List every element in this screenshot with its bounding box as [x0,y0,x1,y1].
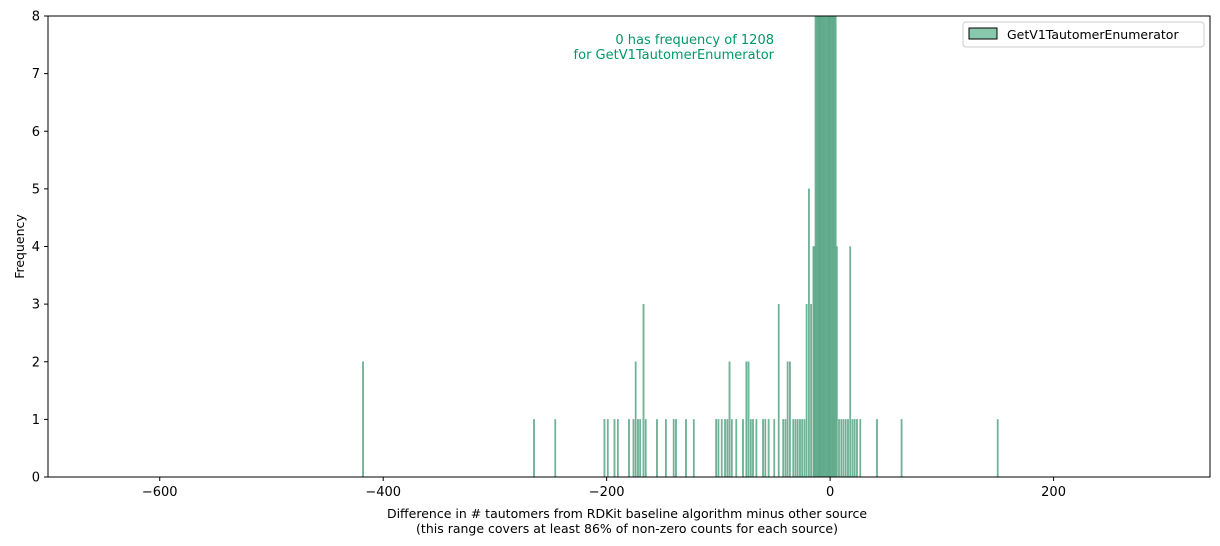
histogram-bar [665,419,667,478]
x-tick-label: 0 [826,485,834,500]
x-tick-label: −200 [589,485,625,500]
histogram-bar [799,419,801,478]
histogram-bar [717,419,720,478]
histogram-bar [752,419,754,478]
histogram-bar [628,419,630,478]
histogram-bar [730,419,733,478]
histogram-bar [847,419,849,478]
histogram-bar [715,419,718,478]
histogram-bar [603,419,606,478]
histogram-bar [675,419,677,478]
y-tick-label: 7 [32,67,40,82]
histogram-bar [726,419,729,478]
y-tick-label: 4 [32,240,40,255]
histogram-bar [856,419,858,478]
histogram-bar [784,419,787,478]
x-tick-label: 200 [1041,485,1066,500]
histogram-bar [838,419,840,478]
histogram-bar [808,188,810,478]
histogram-bar [642,303,645,478]
annotation-line-1: 0 has frequency of 1208 [615,33,774,48]
histogram-bar [859,419,862,478]
histogram-bar [842,419,845,478]
histogram-bar [876,419,878,478]
histogram-bar [745,361,748,478]
x-tick-label: −400 [365,485,401,500]
histogram-bar [749,419,752,478]
histogram-bar [720,419,723,478]
histogram-bar [810,303,812,478]
histogram-bar [639,419,642,478]
histogram-bar [840,419,843,478]
y-tick-label: 8 [32,10,40,25]
x-tick-label: −600 [142,485,178,500]
histogram-bar [773,419,776,478]
y-tick-label: 1 [32,413,40,428]
y-axis-label: Frequency [12,214,27,279]
legend: GetV1TautomerEnumerator [962,21,1205,48]
histogram-bar [792,419,795,478]
histogram-bar [835,246,838,478]
histogram-bar [777,303,780,478]
histogram-bar [632,419,635,478]
histogram-bar [996,419,999,478]
histogram-bar [786,361,789,478]
histogram-bar [616,419,619,478]
histogram-bar [764,419,767,478]
histogram-bar [849,246,852,478]
histogram-bar [644,419,647,478]
x-axis: −600 −400 −200 0 200 [142,477,1066,500]
histogram-bar [796,419,799,478]
histogram-bar [724,419,726,478]
histogram-bar [803,419,806,478]
plot-frame [47,15,1211,478]
histogram-bar [728,361,731,478]
histogram-bar [762,419,764,478]
histogram-bar [554,419,557,478]
histogram-bar [656,419,658,478]
y-tick-label: 3 [32,298,40,313]
bars-layer [362,15,999,478]
histogram-bar [634,361,637,478]
histogram-bar [789,361,791,478]
annotation-line-2: for GetV1TautomerEnumerator [574,48,775,63]
y-tick-label: 0 [32,471,40,486]
x-axis-label-subtitle: (this range covers at least 86% of non-z… [416,521,838,536]
histogram-bar [844,419,847,478]
histogram-bar [767,419,770,478]
histogram-bar [533,419,535,478]
y-tick-label: 6 [32,125,40,140]
y-tick-label: 5 [32,182,40,197]
histogram-bar [801,419,804,478]
histogram-bar [742,419,744,478]
y-tick-label: 2 [32,355,40,370]
histogram-bar [637,419,639,478]
legend-entry: GetV1TautomerEnumerator [1007,27,1179,42]
histogram-bar [794,419,797,478]
histogram-bar [755,419,758,478]
histogram-bar [805,303,808,478]
histogram-bar [900,419,903,478]
y-axis: 0 1 2 3 4 5 6 7 8 [32,10,48,486]
legend-box [962,21,1205,48]
x-axis-label: Difference in # tautomers from RDKit bas… [387,506,867,521]
histogram-bar [362,361,364,478]
histogram-bar [606,419,609,478]
histogram-bar [735,419,738,478]
histogram-bar [685,419,687,478]
histogram-bar [747,361,750,478]
histogram-bar [782,419,785,478]
histogram-bar [853,419,856,478]
histogram-bar [851,419,854,478]
histogram-bar [692,419,695,478]
legend-swatch [968,27,998,40]
histogram-bar [672,419,675,478]
histogram-bar [613,419,616,478]
